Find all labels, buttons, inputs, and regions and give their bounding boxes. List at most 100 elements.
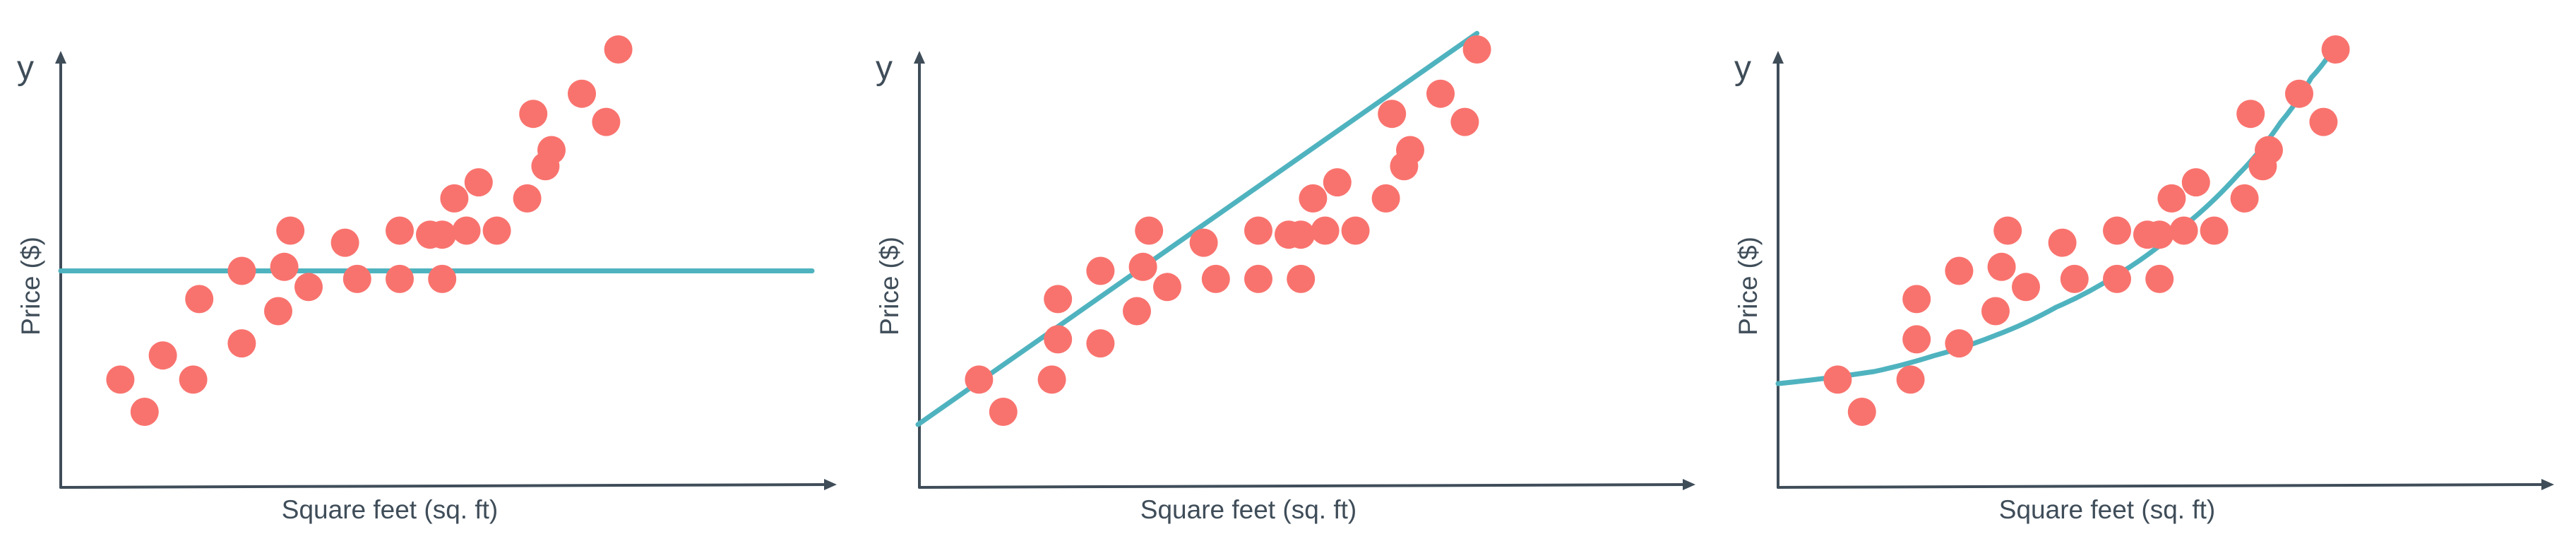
chart-curve-fit-svg: y Price ($) Square feet (sq. ft) — [1734, 35, 2554, 524]
data-point — [2236, 100, 2265, 129]
data-point — [537, 136, 566, 165]
data-point — [1341, 216, 1370, 245]
data-point — [2285, 79, 2313, 108]
data-point — [989, 398, 1018, 426]
data-point — [519, 100, 548, 129]
x-axis — [918, 483, 1690, 489]
data-point — [2145, 264, 2174, 293]
data-point — [1153, 273, 1181, 302]
data-point — [185, 285, 214, 314]
data-point — [2169, 216, 2198, 245]
data-point — [1902, 285, 1931, 314]
data-point — [276, 216, 305, 245]
data-point — [513, 184, 542, 213]
data-point — [1287, 264, 1316, 293]
data-point — [2145, 220, 2174, 249]
y-axis-label: Price ($) — [875, 237, 904, 336]
data-point — [2255, 136, 2283, 165]
data-point — [1450, 107, 1479, 136]
data-point — [2103, 216, 2131, 245]
data-point — [1086, 329, 1115, 358]
data-point — [1189, 228, 1218, 257]
data-point — [2048, 228, 2077, 257]
data-point — [1945, 256, 1974, 285]
data-point — [1945, 329, 1974, 358]
chart-constant-fit: y Price ($) Square feet (sq. ft) — [0, 0, 859, 534]
data-point — [1037, 365, 1066, 394]
data-point — [1902, 325, 1931, 354]
data-point — [106, 365, 135, 394]
data-point — [227, 329, 256, 358]
data-point — [2309, 107, 2338, 136]
data-point — [1462, 35, 1491, 64]
data-point — [965, 365, 994, 394]
data-point — [1044, 285, 1073, 314]
data-point — [1244, 264, 1272, 293]
data-point — [1201, 264, 1230, 293]
data-point — [179, 365, 208, 394]
data-point — [1128, 252, 1157, 281]
data-point — [1426, 79, 1455, 108]
fit-line-linear — [915, 30, 1480, 427]
data-point — [428, 264, 457, 293]
data-point — [1896, 365, 1925, 394]
data-point — [482, 216, 511, 245]
x-axis-label: Square feet (sq. ft) — [1140, 495, 1356, 524]
data-point — [1244, 216, 1272, 245]
data-point — [1299, 184, 1328, 213]
y-axis-arrow-icon — [1772, 51, 1784, 64]
data-point — [604, 35, 633, 64]
data-point — [1311, 216, 1340, 245]
data-point — [2012, 273, 2040, 302]
fit-curve — [1775, 42, 2339, 386]
x-axis-arrow-icon — [1683, 479, 1695, 490]
data-point — [464, 168, 493, 197]
y-axis-label: Price ($) — [1734, 237, 1763, 336]
y-axis-letter: y — [876, 49, 893, 87]
data-point — [1086, 256, 1115, 285]
data-point — [1371, 184, 1400, 213]
data-point — [1847, 398, 1876, 426]
data-point — [452, 216, 481, 245]
data-point — [2060, 264, 2089, 293]
data-point — [227, 256, 256, 285]
data-point — [2103, 264, 2131, 293]
chart-curve-fit: y Price ($) Square feet (sq. ft) — [1717, 0, 2576, 534]
data-point — [1044, 325, 1073, 354]
data-point — [294, 273, 323, 302]
x-axis-arrow-icon — [2541, 479, 2554, 490]
chart-linear-fit-svg: y Price ($) Square feet (sq. ft) — [875, 30, 1695, 524]
data-point — [1378, 100, 1407, 129]
data-point — [2181, 168, 2210, 197]
data-point — [130, 398, 159, 426]
data-point — [148, 341, 177, 370]
data-point — [1823, 365, 1852, 394]
data-point — [428, 220, 457, 249]
data-point — [2157, 184, 2186, 213]
data-point — [568, 79, 596, 108]
data-point — [440, 184, 469, 213]
y-axis-arrow-icon — [55, 51, 66, 64]
data-point — [2230, 184, 2259, 213]
data-point — [1993, 216, 2022, 245]
data-point — [386, 264, 414, 293]
data-point — [342, 264, 371, 293]
x-axis-arrow-icon — [824, 479, 837, 490]
data-point — [2200, 216, 2229, 245]
chart-linear-fit: y Price ($) Square feet (sq. ft) — [859, 0, 1717, 534]
data-point — [1981, 297, 2010, 326]
data-point — [330, 228, 359, 257]
x-axis — [1777, 483, 2548, 489]
data-point — [1287, 220, 1316, 249]
data-point — [1123, 297, 1151, 326]
y-axis-label: Price ($) — [16, 237, 45, 336]
data-point — [1323, 168, 1352, 197]
data-point — [386, 216, 414, 245]
y-axis-letter: y — [17, 49, 34, 87]
data-point — [1987, 252, 2016, 281]
y-axis-letter: y — [1734, 49, 1751, 87]
x-axis-label: Square feet (sq. ft) — [282, 495, 498, 524]
x-axis-label: Square feet (sq. ft) — [1999, 495, 2215, 524]
x-axis — [59, 483, 831, 489]
data-point — [1396, 136, 1424, 165]
